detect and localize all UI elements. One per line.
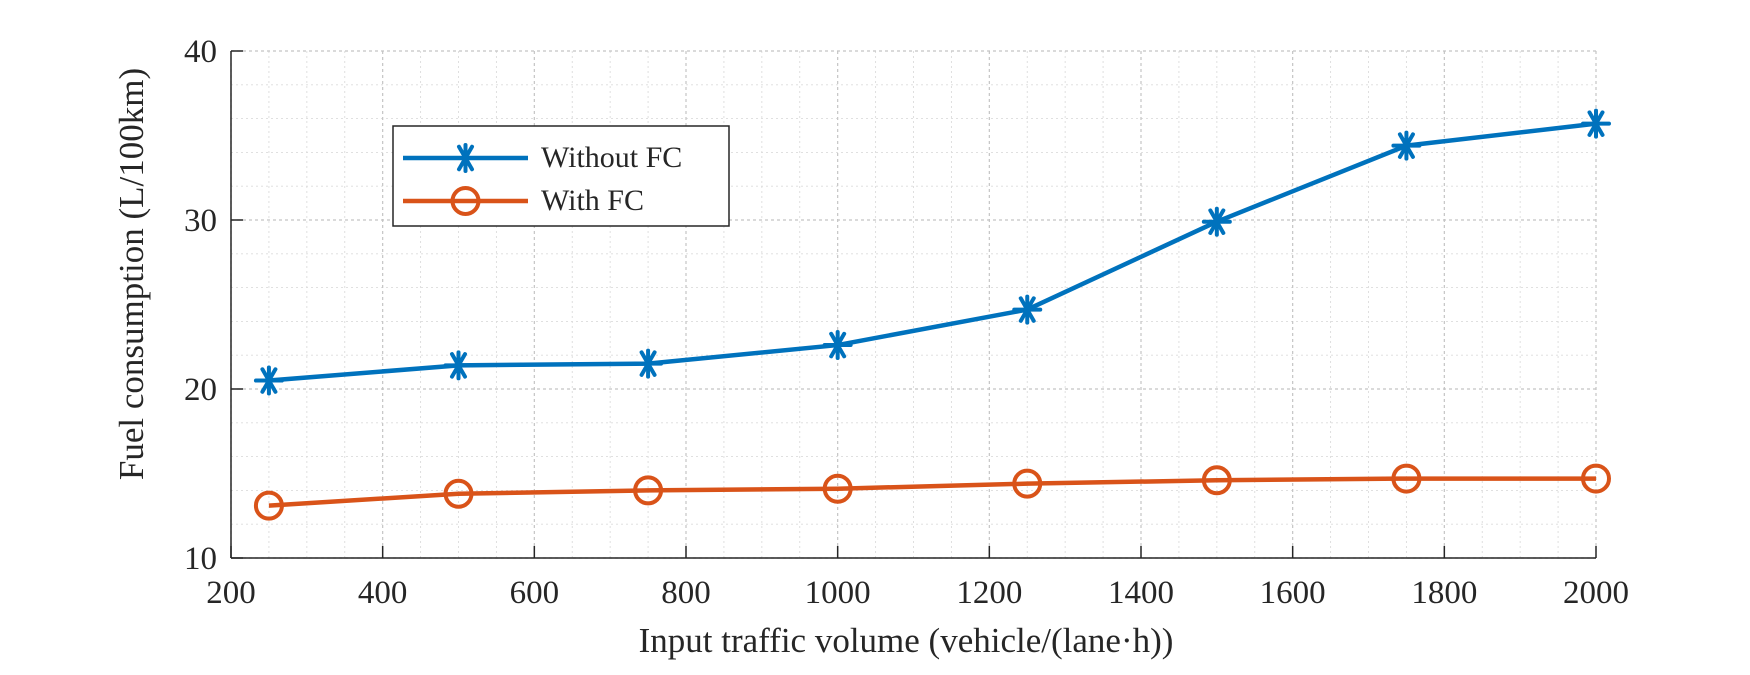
y-axis-label: Fuel consumption (L/100km) xyxy=(112,68,151,480)
axes: 200 400 600 800 1000 1200 1400 1600 1800 2000 10 20… xyxy=(184,34,1629,611)
x-tick-label: 400 xyxy=(358,575,408,611)
data-point-without-fc xyxy=(1581,108,1611,139)
data-point-without-fc xyxy=(253,365,284,396)
data-point-without-fc xyxy=(633,348,664,379)
x-tick-label: 800 xyxy=(661,575,711,611)
data-point-without-fc xyxy=(1391,130,1422,161)
y-tick-label: 20 xyxy=(184,372,217,408)
legend-label-with-fc: With FC xyxy=(541,184,644,217)
x-tick-label: 2000 xyxy=(1563,575,1629,611)
data-point-without-fc xyxy=(443,350,474,381)
legend-box xyxy=(392,125,730,227)
legend: Without FC With FC xyxy=(392,125,730,227)
data-point-with-fc xyxy=(1012,468,1043,499)
legend-marker-with-fc xyxy=(450,186,481,216)
x-tick-label: 1600 xyxy=(1260,575,1326,611)
data-point-without-fc xyxy=(1012,294,1043,325)
series-layer xyxy=(253,108,1611,521)
x-tick-label: 1200 xyxy=(956,575,1022,611)
x-tick-label: 1400 xyxy=(1108,575,1174,611)
data-point-with-fc xyxy=(1391,463,1422,494)
x-tick-label: 200 xyxy=(206,575,256,611)
data-point-with-fc xyxy=(443,478,474,509)
data-point-with-fc xyxy=(1201,465,1232,496)
data-point-with-fc xyxy=(822,473,853,504)
x-axis-label: Input traffic volume (vehicle/(lane·h)) xyxy=(639,621,1174,660)
legend-marker-without-fc xyxy=(450,143,481,173)
y-tick-label: 30 xyxy=(184,203,217,239)
data-point-without-fc xyxy=(1201,206,1232,237)
legend-label-without-fc: Without FC xyxy=(541,141,682,174)
legend-items xyxy=(403,143,528,216)
data-point-with-fc xyxy=(253,490,284,521)
series-line-with-fc xyxy=(268,476,1596,508)
x-tick-label: 1000 xyxy=(805,575,871,611)
series-line-without-fc xyxy=(268,121,1597,383)
y-tick-label: 40 xyxy=(184,34,217,70)
data-point-with-fc xyxy=(633,475,664,506)
y-tick-label: 10 xyxy=(184,541,217,577)
x-tick-label: 1800 xyxy=(1411,575,1477,611)
data-point-without-fc xyxy=(822,330,853,361)
data-point-with-fc xyxy=(1581,463,1611,494)
x-tick-label: 600 xyxy=(510,575,560,611)
